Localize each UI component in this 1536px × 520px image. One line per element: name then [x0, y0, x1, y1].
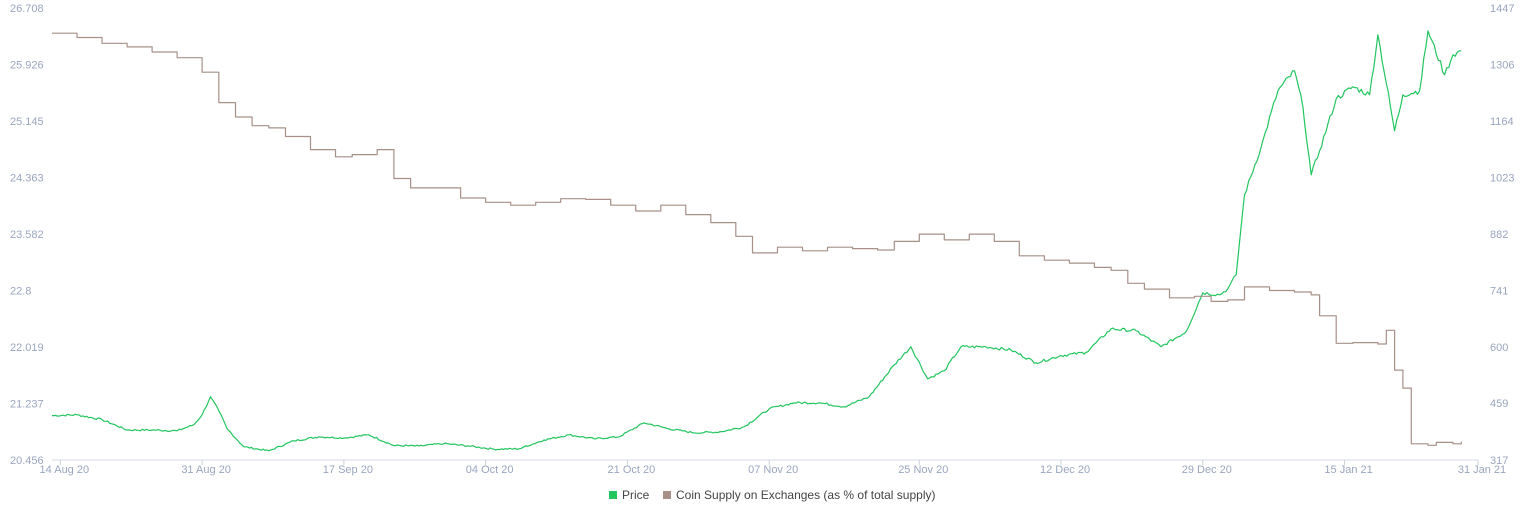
x-tick-label: 17 Sep 20 [323, 464, 373, 476]
x-tick-label: 12 Dec 20 [1040, 464, 1090, 476]
supply-series-line [52, 32, 1462, 446]
left-tick-label: 20.456 [10, 455, 44, 467]
price-series-line [52, 30, 1462, 452]
x-axis-ticks: 14 Aug 20 31 Aug 20 17 Sep 20 04 Oct 20 21 O… [40, 460, 1506, 476]
left-tick-label: 25.145 [10, 116, 44, 128]
right-tick-label: 459 [1490, 398, 1508, 410]
right-tick-label: 1023 [1490, 173, 1514, 185]
x-tick-label: 04 Oct 20 [466, 464, 514, 476]
left-tick-label: 26.708 [10, 3, 44, 15]
x-tick-label: 14 Aug 20 [40, 464, 90, 476]
legend-label-price: Price [622, 488, 650, 502]
left-tick-label: 23.582 [10, 229, 44, 241]
left-tick-label: 21.237 [10, 399, 44, 411]
right-tick-label: 1164 [1490, 116, 1514, 128]
left-tick-label: 22.8 [10, 286, 31, 298]
x-tick-label: 29 Dec 20 [1182, 464, 1232, 476]
x-tick-label: 25 Nov 20 [898, 464, 948, 476]
x-tick-label: 07 Nov 20 [748, 464, 798, 476]
left-axis-ticks: 26.708 25.926 25.145 24.363 23.582 22.8 22.019… [10, 3, 44, 467]
legend-swatch-price [609, 491, 617, 499]
right-tick-label: 1447 [1490, 3, 1514, 15]
left-tick-label: 25.926 [10, 60, 44, 72]
legend-swatch-supply [663, 491, 671, 499]
right-tick-label: 600 [1490, 342, 1508, 354]
left-tick-label: 22.019 [10, 342, 44, 354]
right-tick-label: 1306 [1490, 59, 1514, 71]
x-tick-label: 31 Aug 20 [181, 464, 231, 476]
series-layer [52, 30, 1462, 452]
right-tick-label: 882 [1490, 229, 1508, 241]
legend-label-supply: Coin Supply on Exchanges (as % of total … [676, 488, 935, 502]
x-tick-label: 31 Jan 21 [1458, 464, 1506, 476]
legend: Price Coin Supply on Exchanges (as % of t… [609, 488, 935, 502]
x-tick-label: 21 Oct 20 [608, 464, 656, 476]
right-tick-label: 741 [1490, 285, 1508, 297]
x-tick-label: 15 Jan 21 [1324, 464, 1372, 476]
right-axis-ticks: 1447 1306 1164 1023 882 741 600 459 317 [1490, 3, 1514, 467]
left-tick-label: 24.363 [10, 173, 44, 185]
right-tick-label: 317 [1490, 455, 1508, 467]
